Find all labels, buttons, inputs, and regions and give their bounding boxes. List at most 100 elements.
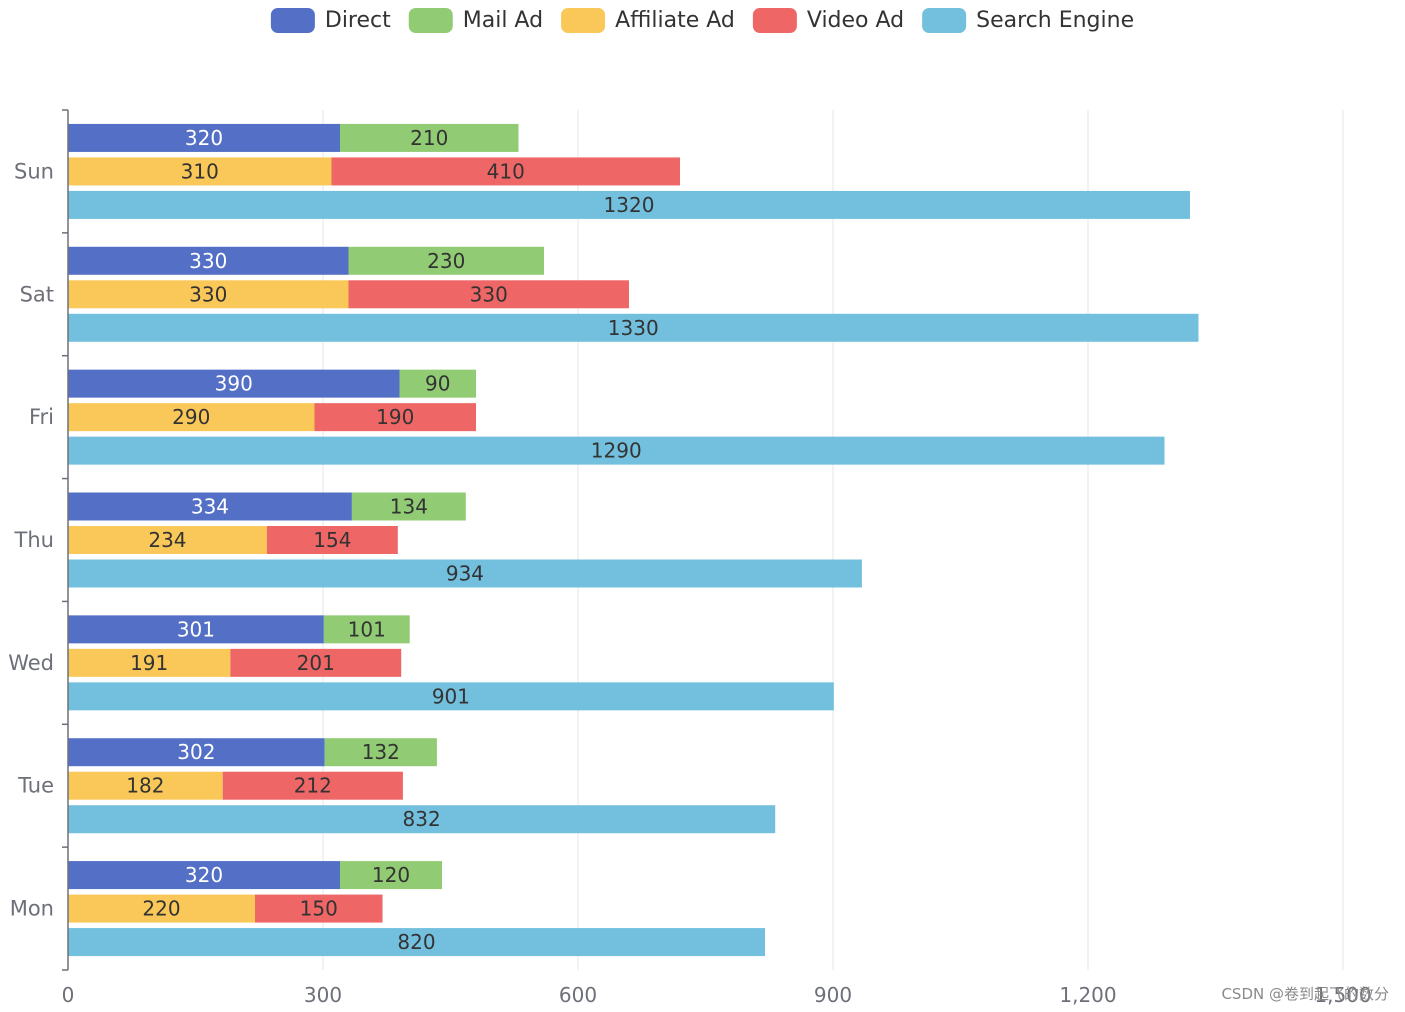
watermark: CSDN @卷到起飞的数分: [1221, 985, 1389, 1003]
data-label: 190: [376, 405, 414, 429]
grid-lines: [322, 110, 1344, 970]
data-label: 154: [313, 528, 351, 552]
x-tick-label: 0: [62, 983, 75, 1007]
bar-video-ad[interactable]: [348, 280, 630, 309]
legend-item-mail-ad[interactable]: Mail Ad: [408, 8, 543, 33]
data-label: 320: [185, 126, 223, 150]
bar-direct[interactable]: [68, 738, 325, 767]
bar-direct[interactable]: [68, 861, 340, 890]
data-label: 120: [372, 863, 410, 887]
bar-mail-ad[interactable]: [340, 123, 519, 152]
x-tick-label: 300: [304, 983, 342, 1007]
bar-video-ad[interactable]: [222, 771, 403, 800]
data-label: 230: [427, 249, 465, 273]
bar-search-engine[interactable]: [68, 313, 1199, 342]
data-label: 820: [397, 930, 435, 954]
y-tick-label: Sat: [20, 282, 54, 306]
data-label: 934: [446, 562, 484, 586]
legend[interactable]: Direct Mail Ad Affiliate Ad Video Ad Search …: [270, 8, 1134, 33]
data-label: 330: [189, 249, 227, 273]
bar-search-engine[interactable]: [68, 928, 765, 957]
bar-mail-ad[interactable]: [324, 738, 437, 767]
data-label: 301: [177, 617, 215, 641]
bar-affiliate-ad[interactable]: [68, 894, 255, 923]
data-label: 302: [177, 740, 215, 764]
bar-affiliate-ad[interactable]: [68, 648, 231, 677]
bar-affiliate-ad[interactable]: [68, 280, 349, 309]
legend-label: Mail Ad: [463, 8, 543, 33]
y-tick-label: Tue: [17, 774, 54, 798]
legend-swatch: [752, 8, 797, 33]
legend-swatch: [270, 8, 315, 33]
legend-label: Direct: [325, 8, 391, 33]
data-label: 1320: [604, 193, 655, 217]
data-label: 191: [130, 651, 168, 675]
y-tick-label: Thu: [14, 528, 54, 552]
bar-mail-ad[interactable]: [323, 615, 410, 644]
bar-mail-ad[interactable]: [348, 246, 545, 275]
bar-search-engine[interactable]: [68, 559, 862, 588]
bar-search-engine[interactable]: [68, 190, 1190, 219]
data-label: 201: [297, 651, 335, 675]
bars: 320 120 220 150 820 302 132 182 212 832 301 101 191 2…: [68, 123, 1199, 957]
legend-item-affiliate-ad[interactable]: Affiliate Ad: [561, 8, 735, 33]
legend-label: Search Engine: [976, 8, 1134, 33]
data-label: 1290: [591, 439, 642, 463]
bar-affiliate-ad[interactable]: [68, 771, 223, 800]
bar-mail-ad[interactable]: [351, 492, 466, 521]
data-label: 101: [348, 617, 386, 641]
bar-video-ad[interactable]: [331, 157, 681, 186]
bar-mail-ad[interactable]: [340, 861, 442, 890]
data-label: 212: [294, 774, 332, 798]
bar-direct[interactable]: [68, 615, 324, 644]
legend-swatch: [561, 8, 606, 33]
bar-direct[interactable]: [68, 123, 340, 152]
x-tick-label: 600: [559, 983, 597, 1007]
data-label: 132: [362, 740, 400, 764]
data-label: 410: [487, 159, 525, 183]
legend-item-direct[interactable]: Direct: [270, 8, 391, 33]
y-tick-label: Fri: [29, 405, 54, 429]
data-label: 832: [403, 807, 441, 831]
data-label: 220: [142, 897, 180, 921]
legend-item-video-ad[interactable]: Video Ad: [752, 8, 904, 33]
bar-search-engine[interactable]: [68, 436, 1165, 465]
data-label: 234: [148, 528, 186, 552]
data-label: 320: [185, 863, 223, 887]
bar-search-engine[interactable]: [68, 682, 834, 711]
data-label: 330: [189, 282, 227, 306]
data-label: 1330: [608, 316, 659, 340]
bar-direct[interactable]: [68, 369, 400, 398]
bar-search-engine[interactable]: [68, 805, 776, 834]
bar-affiliate-ad[interactable]: [68, 157, 332, 186]
data-label: 134: [390, 495, 428, 519]
bar-video-ad[interactable]: [255, 894, 383, 923]
y-tick-label: Wed: [8, 651, 54, 675]
data-label: 330: [470, 282, 508, 306]
data-label: 334: [191, 495, 229, 519]
legend-swatch: [408, 8, 453, 33]
legend-label: Affiliate Ad: [615, 8, 735, 33]
legend-label: Video Ad: [807, 8, 904, 33]
data-label: 290: [172, 405, 210, 429]
data-label: 310: [181, 159, 219, 183]
bar-direct[interactable]: [68, 246, 349, 275]
data-label: 90: [425, 372, 450, 396]
bar-video-ad[interactable]: [230, 648, 402, 677]
bar-mail-ad[interactable]: [399, 369, 477, 398]
data-label: 182: [126, 774, 164, 798]
bar-video-ad[interactable]: [266, 526, 398, 554]
x-tick-label: 1,200: [1059, 983, 1116, 1007]
x-tick-label: 1,500: [1314, 983, 1371, 1007]
legend-swatch: [922, 8, 967, 33]
bar-direct[interactable]: [68, 492, 352, 521]
bar-affiliate-ad[interactable]: [68, 403, 315, 432]
legend-item-search-engine[interactable]: Search Engine: [922, 8, 1134, 33]
y-tick-label: Mon: [10, 897, 54, 921]
bar-video-ad[interactable]: [314, 403, 477, 432]
data-label: 390: [215, 372, 253, 396]
data-label: 210: [410, 126, 448, 150]
bar-affiliate-ad[interactable]: [68, 526, 267, 554]
data-label: 901: [432, 684, 470, 708]
